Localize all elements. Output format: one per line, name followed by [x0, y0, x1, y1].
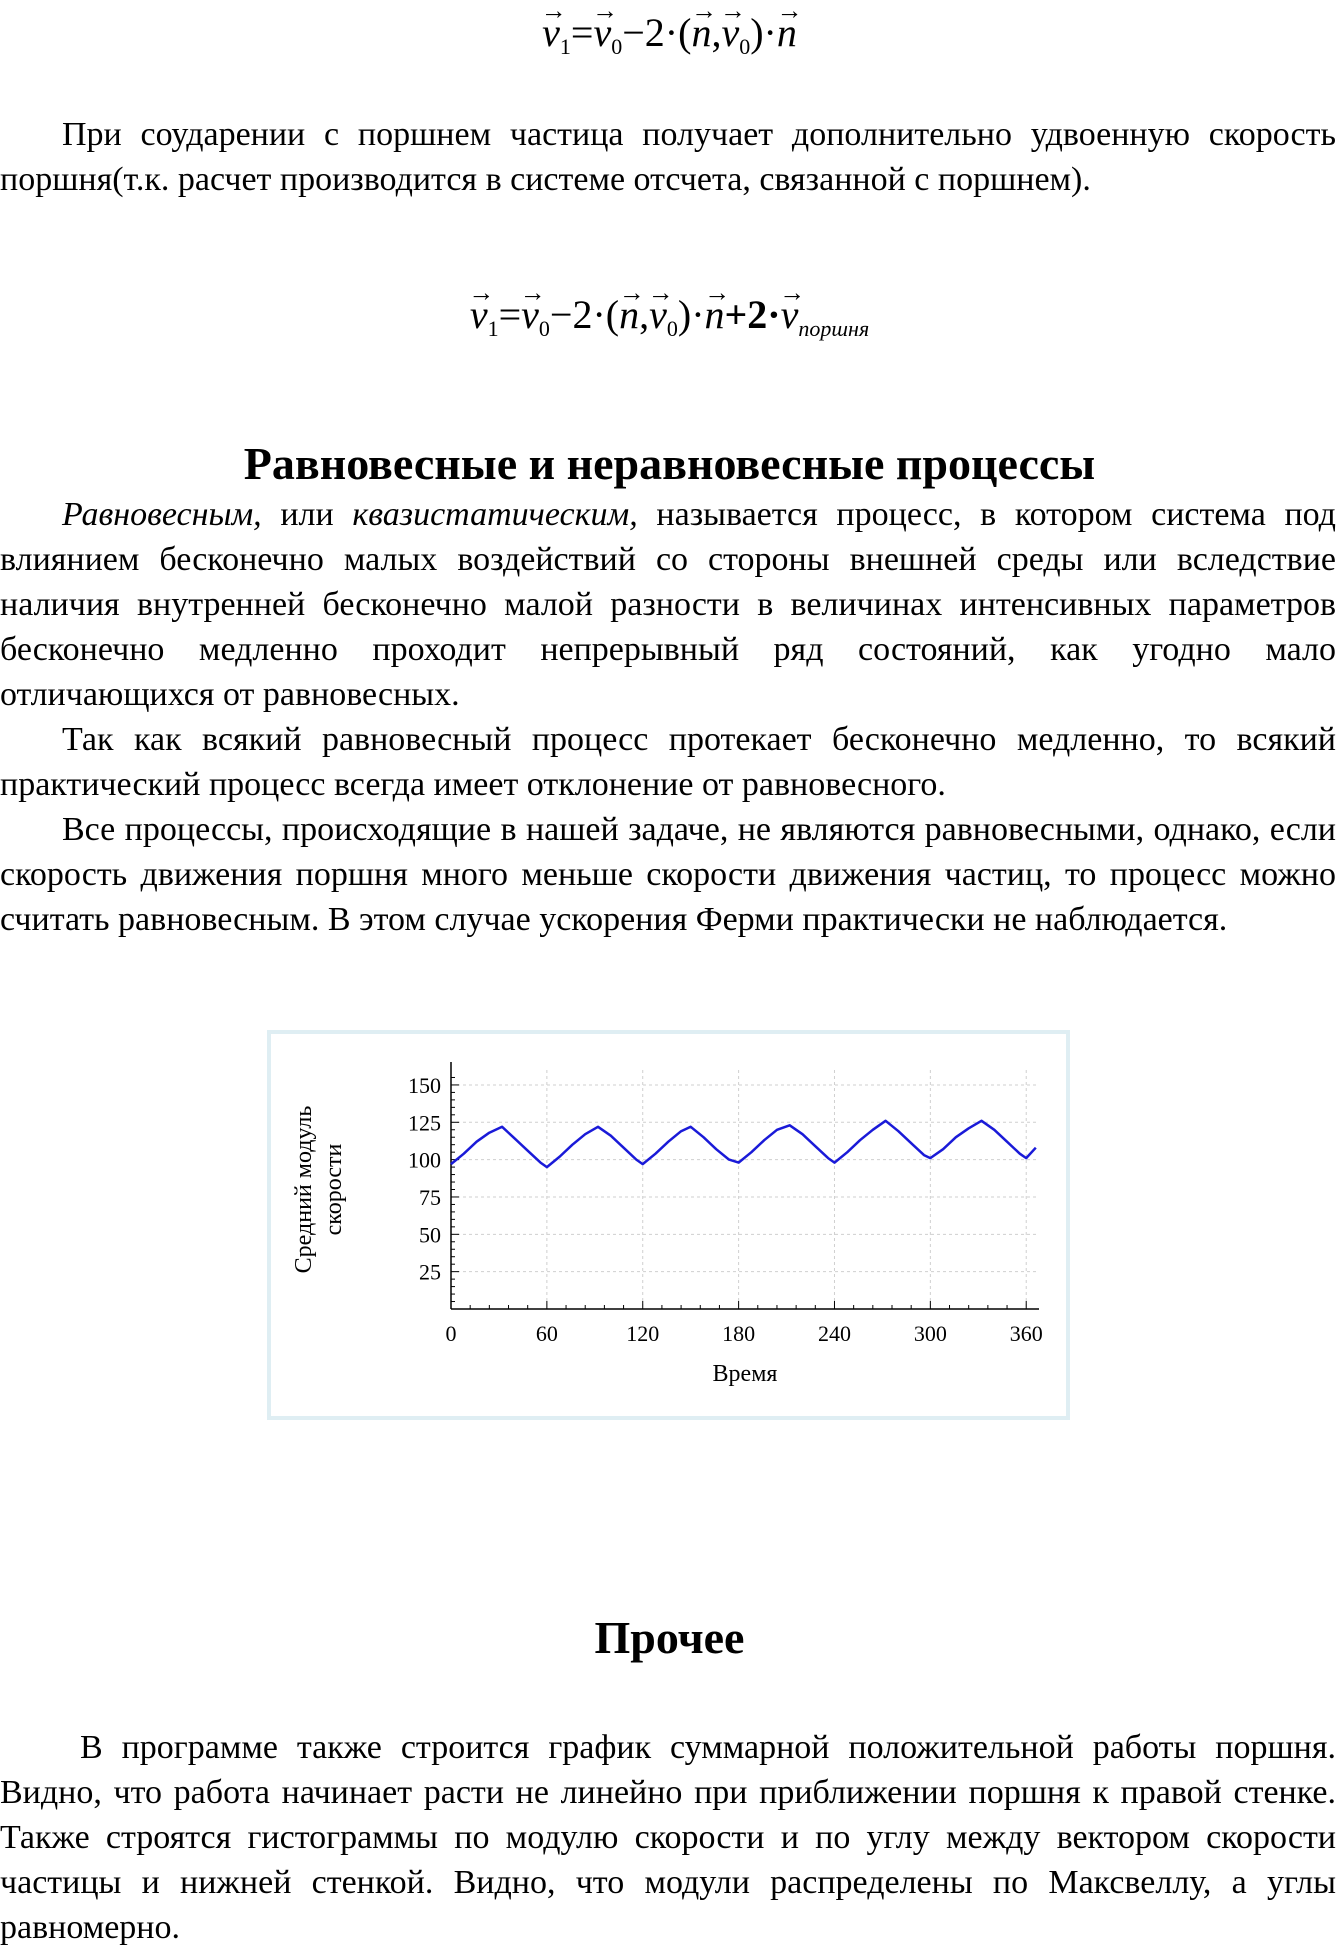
vector-v-piston: v [781, 290, 799, 340]
y-tick-label: 75 [419, 1185, 441, 1210]
x-tick-label: 300 [914, 1321, 947, 1346]
x-tick-label: 360 [1010, 1321, 1043, 1346]
vector-v1: v [542, 8, 560, 58]
y-tick-label: 25 [419, 1260, 441, 1285]
formula-reflection-piston: v1=v0−2·(n,v0)·n+2·vпоршня [0, 290, 1339, 354]
x-tick-label: 0 [446, 1321, 457, 1346]
section-heading-equilibrium: Равновесные и неравновесные процессы [243, 438, 1096, 489]
chart-svg: 0 60 120 180 240 300 360 25 50 75 100 125 150 Время Ср… [291, 1062, 1043, 1387]
y-axis-label: Средний модуль [291, 1106, 317, 1274]
term-equilibrium: Равновесным, [62, 496, 262, 533]
x-tick-label: 180 [722, 1321, 755, 1346]
x-tick-label: 60 [536, 1321, 558, 1346]
formula-reflection: v1=v0−2·(n,v0)·n [0, 8, 1339, 72]
vector-n: n [691, 8, 711, 58]
y-axis-label: скорости [321, 1144, 347, 1236]
x-tick-label: 120 [626, 1321, 659, 1346]
term-quasistatic: квазистатическим, [352, 496, 638, 533]
chart-mean-speed: 0 60 120 180 240 300 360 25 50 75 100 125 150 Время Ср… [267, 1030, 1070, 1420]
vector-v0: v [721, 8, 739, 58]
y-tick-label: 150 [408, 1073, 441, 1098]
vector-n: n [777, 8, 797, 58]
vector-v0: v [649, 290, 667, 340]
paragraph-practical-process: Так как всякий равновесный процесс проте… [0, 721, 1336, 803]
vector-v0: v [593, 8, 611, 58]
vector-n: n [619, 290, 639, 340]
paragraph-piston-collision: При соударении с поршнем частица получае… [0, 116, 1336, 198]
x-axis-label: Время [713, 1361, 778, 1387]
y-tick-label: 100 [408, 1148, 441, 1173]
paragraph-other: В программе также строится график суммар… [0, 1729, 1336, 1946]
paragraph-fermi-acceleration: Все процессы, происходящие в нашей задач… [0, 811, 1336, 938]
section-heading-other: Прочее [594, 1612, 745, 1663]
y-tick-label: 125 [408, 1110, 441, 1135]
series-line [450, 1119, 1037, 1169]
vector-v0: v [521, 290, 539, 340]
paragraph-equilibrium-definition: Равновесным, или квазистатическим, назыв… [0, 496, 1336, 713]
vector-n: n [705, 290, 725, 340]
vector-v1: v [470, 290, 488, 340]
y-tick-label: 50 [419, 1222, 441, 1247]
x-tick-label: 240 [818, 1321, 851, 1346]
